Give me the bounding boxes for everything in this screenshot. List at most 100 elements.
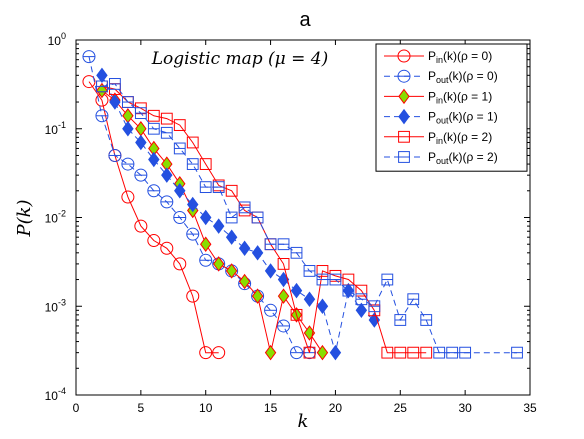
data-point [95,109,109,123]
y-axis-label: P(k) [14,199,35,237]
data-point [316,273,329,286]
data-point [147,122,160,135]
data-point [303,291,316,307]
data-point [420,346,433,359]
data-point [82,50,96,64]
y-tick-label: 100 [48,31,66,48]
data-point [303,265,316,277]
legend-item: Pout(k)(ρ = 2) [384,150,498,166]
series-6 [96,78,523,359]
data-point [420,314,433,326]
data-point [316,344,329,361]
legend-box [375,43,528,172]
data-point [173,142,186,155]
legend-marker [398,108,410,125]
y-tick-label: 10-1 [45,120,66,137]
data-point [355,293,368,306]
legend-label: Pout(k)(ρ = 1) [428,110,498,126]
series-line [101,83,517,354]
data-point [264,263,277,279]
data-point [186,227,200,241]
data-point [251,288,264,304]
legend-label: Pout(k)(ρ = 2) [428,150,498,166]
x-tick-label: 15 [264,401,278,415]
chart-annotation: Logistic map (μ = 4) [151,49,328,69]
data-point [134,219,148,233]
data-point [212,181,225,194]
data-point [511,346,523,359]
data-point [290,246,303,259]
data-point [238,273,251,290]
data-point [381,273,394,286]
data-point [186,158,199,170]
data-point [96,67,108,84]
data-point [121,157,135,171]
legend-marker [398,130,410,143]
data-point [264,238,277,251]
data-point [342,284,355,297]
data-point [147,184,161,198]
legend-item: Pout(k)(ρ = 1) [384,108,498,126]
x-tick-label: 35 [523,401,537,415]
data-point [174,183,186,199]
legend-item: Pout(k)(ρ = 0) [384,69,498,85]
data-point [225,184,238,197]
data-point [251,245,264,261]
data-point [316,298,329,314]
series-line [101,75,375,353]
data-point [212,256,225,272]
legend-label: Pin(k)(ρ = 1) [428,89,492,105]
legend-marker [397,49,411,63]
chart-title: a [299,9,311,31]
data-point [187,196,199,213]
data-point [277,238,290,251]
series-1 [82,75,226,360]
data-point [122,121,134,137]
data-point [225,211,238,224]
legend-item: Pin(k)(ρ = 2) [384,130,492,146]
data-point [199,236,212,252]
data-point [407,293,420,306]
series-layer [82,50,523,361]
data-point [290,308,303,321]
legend-item: Pin(k)(ρ = 0) [384,49,492,65]
data-point [368,300,381,313]
legend-marker [397,69,411,83]
series-line [88,56,310,354]
data-point [225,263,238,279]
x-tick-label: 0 [73,401,80,415]
data-point [82,75,96,89]
data-point [186,289,200,303]
data-point [173,257,187,271]
data-point [238,201,251,214]
data-point [186,136,199,149]
data-point [96,82,108,99]
data-point [199,253,213,267]
data-point [329,273,342,286]
data-point [173,211,187,224]
legend-marker [398,88,410,105]
data-point [199,158,212,170]
data-point [407,346,420,359]
series-4 [96,67,381,361]
legend: Pin(k)(ρ = 0) Pout(k)(ρ = 0) Pin(k)(ρ = 1)… [375,43,528,172]
data-point [199,181,212,194]
data-point [433,346,446,359]
data-point [199,209,212,226]
data-point [147,109,160,122]
legend-label: Pout(k)(ρ = 0) [428,69,498,85]
data-point [238,240,251,257]
data-point [264,303,278,317]
data-point [161,167,173,183]
legend-label: Pin(k)(ρ = 2) [428,130,492,146]
data-point [134,168,148,182]
data-point [173,119,186,131]
data-point [121,96,134,108]
data-point [160,126,173,139]
x-tick-label: 30 [458,401,472,415]
data-point [96,80,108,93]
data-point [225,229,238,245]
x-tick-label: 20 [329,401,343,415]
y-tick-label: 10-2 [45,209,66,226]
